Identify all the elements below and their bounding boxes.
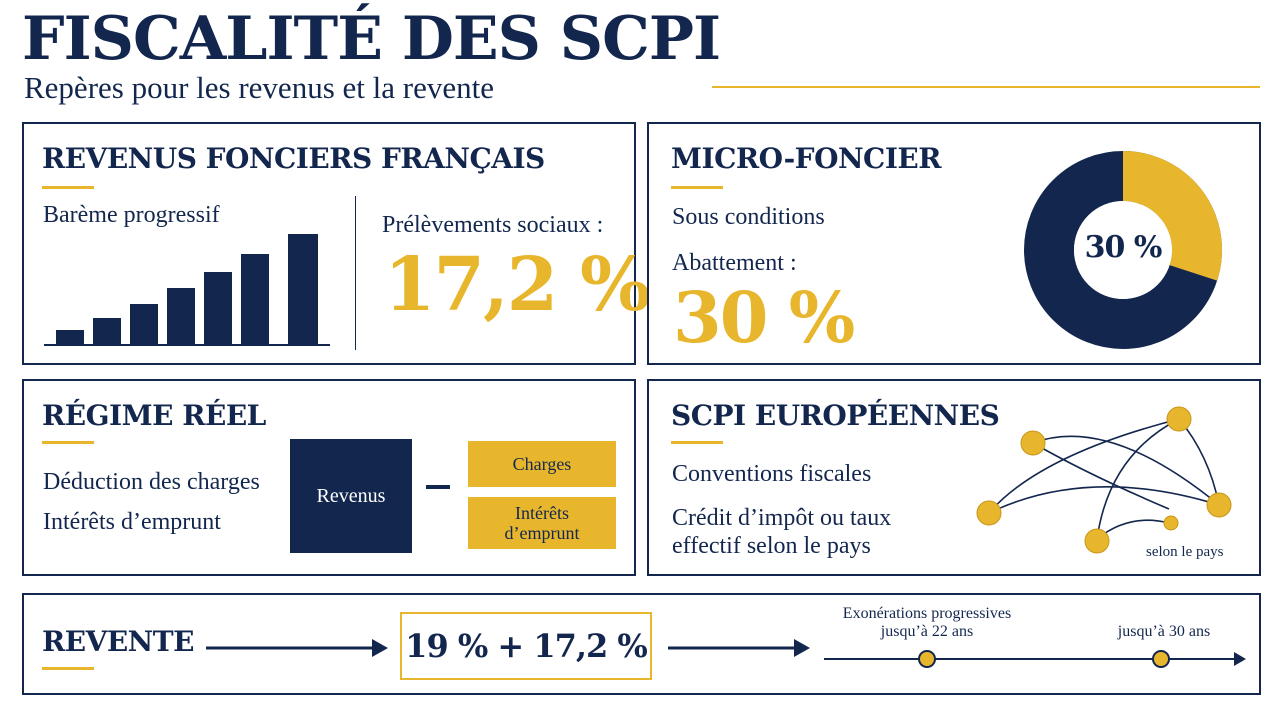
network-node (1206, 492, 1232, 518)
panel-micro-foncier: MICRO-FONCIER Sous conditions Abattement… (647, 122, 1261, 365)
network-node (976, 500, 1002, 526)
donut-chart (1024, 151, 1222, 349)
abattement-label: Abattement : (672, 250, 797, 276)
conventions-text: Conventions fiscales (672, 461, 872, 487)
interets-box: Intérêts d’emprunt (468, 497, 616, 549)
page-subtitle: Repères pour les revenus et la revente (24, 70, 494, 105)
panel-revenus-fonciers: REVENUS FONCIERS FRANÇAIS Barème progres… (22, 122, 650, 365)
bar-3 (130, 304, 158, 344)
abattement-value: 30 % (673, 276, 855, 359)
timeline-label-22-line1: Exonérations progressives (842, 605, 1012, 622)
network-label: selon le pays (1146, 544, 1224, 560)
timeline-head (1234, 652, 1246, 666)
network-link (1032, 435, 1220, 506)
interets-box-line2: d’emprunt (504, 523, 580, 543)
title-underline (42, 186, 94, 189)
arrow-head-1 (372, 639, 388, 657)
credit-text-line1: Crédit d’impôt ou taux (672, 505, 892, 531)
network-link (1178, 418, 1220, 506)
panel-regime-reel: RÉGIME RÉEL Déduction des charges Intérê… (22, 379, 636, 576)
network-node (1166, 406, 1192, 432)
panel-title: MICRO-FONCIER (671, 142, 942, 175)
donut-slice-abattement (1123, 151, 1222, 281)
donut-hole (1074, 201, 1172, 299)
panel-title: REVENTE (42, 625, 194, 658)
revenus-box: Revenus (290, 439, 412, 553)
panel-revente: REVENTE 19 % + 17,2 % Exonérations progr… (22, 593, 1261, 695)
prelevements-value: 17,2 % (384, 242, 650, 328)
timeline-label-30: jusqu’à 30 ans (1117, 623, 1211, 640)
revenus-box-label: Revenus (316, 484, 386, 507)
interets-text: Intérêts d’emprunt (43, 509, 221, 535)
bar-6 (241, 254, 269, 344)
bar-4 (167, 288, 195, 344)
network-link (1032, 442, 1170, 510)
timeline-label-22: Exonérations progressives jusqu’à 22 ans (822, 605, 1032, 641)
charges-box-label: Charges (512, 454, 572, 474)
bareme-label: Barème progressif (43, 202, 220, 228)
panel-title: SCPI EUROPÉENNES (671, 399, 1000, 432)
bar-5 (204, 272, 232, 344)
title-underline (42, 667, 94, 670)
minus-sign (426, 485, 450, 489)
network-diagram (976, 406, 1232, 554)
interets-box-line1: Intérêts (515, 503, 569, 523)
title-underline (671, 441, 723, 444)
panel-title: REVENUS FONCIERS FRANÇAIS (42, 142, 545, 175)
conditions-label: Sous conditions (672, 204, 825, 230)
timeline-label-22-line2: jusqu’à 22 ans (880, 623, 974, 640)
revente-rate-box: 19 % + 17,2 % (400, 612, 652, 680)
charges-box: Charges (468, 441, 616, 487)
bar-1 (56, 330, 84, 344)
bar-7 (288, 234, 318, 344)
panel-divider (355, 196, 356, 350)
panel-title: RÉGIME RÉEL (42, 399, 266, 432)
network-link (988, 418, 1180, 514)
page-title: FISCALITÉ DES SCPI (22, 4, 721, 74)
network-node (1020, 430, 1046, 456)
network-node (1163, 515, 1179, 531)
timeline-point-30 (1152, 650, 1170, 668)
deduction-text: Déduction des charges (43, 469, 260, 495)
network-link (988, 486, 1220, 514)
revente-rate: 19 % + 17,2 % (405, 627, 648, 665)
panel-scpi-europeennes: SCPI EUROPÉENNES Conventions fiscales Cr… (647, 379, 1261, 576)
prelevements-label: Prélèvements sociaux : (382, 212, 604, 238)
arrow-head-2 (794, 639, 810, 657)
progressive-bars-chart (44, 234, 330, 346)
bar-2 (93, 318, 121, 344)
timeline-point-22 (918, 650, 936, 668)
credit-text-line2: effectif selon le pays (672, 533, 871, 559)
network-node (1084, 528, 1110, 554)
title-underline (42, 441, 94, 444)
title-rule (712, 86, 1260, 88)
revente-arrows (206, 639, 1246, 668)
network-link (1096, 418, 1180, 540)
title-underline (671, 186, 723, 189)
donut-label: 30 % (1084, 230, 1163, 265)
